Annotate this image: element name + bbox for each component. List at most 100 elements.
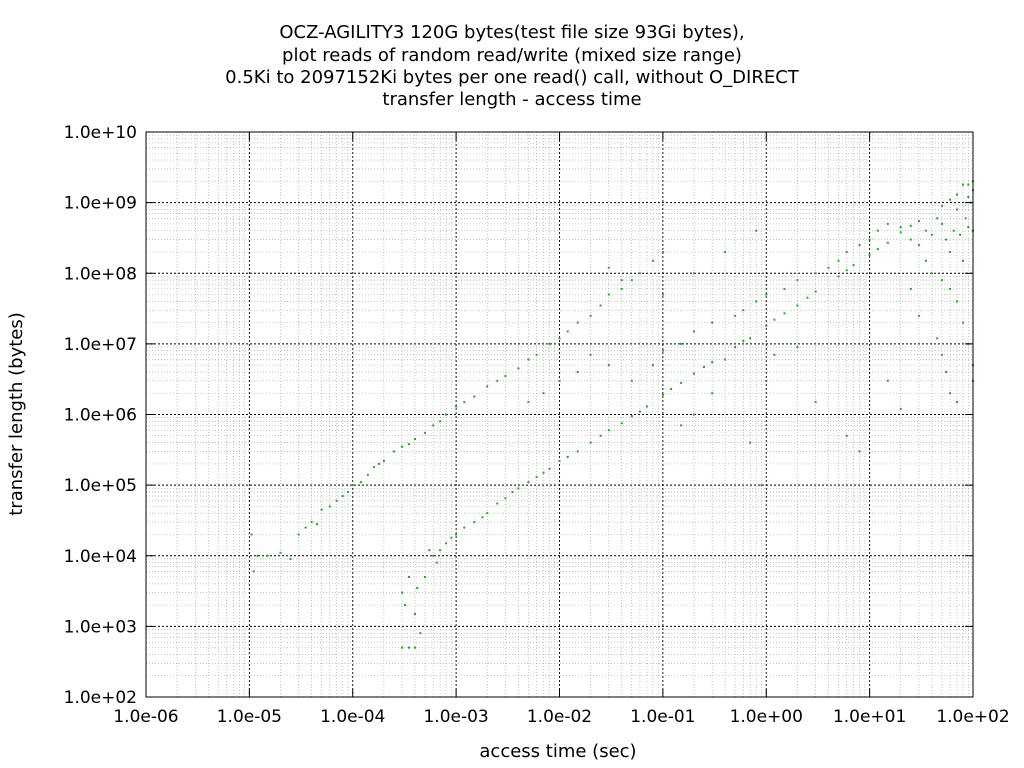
data-point bbox=[940, 204, 943, 207]
data-point bbox=[463, 526, 466, 529]
data-point bbox=[956, 208, 958, 211]
data-point bbox=[607, 429, 610, 432]
chart-title-line-2: plot reads of random read/write (mixed s… bbox=[282, 45, 742, 66]
data-point bbox=[967, 183, 970, 186]
data-point bbox=[899, 407, 902, 410]
data-point bbox=[936, 217, 939, 220]
data-point bbox=[845, 269, 848, 272]
data-point bbox=[630, 415, 633, 418]
data-point bbox=[765, 324, 768, 327]
x-tick-label: 1.0e+01 bbox=[833, 707, 906, 727]
data-point bbox=[566, 330, 569, 333]
data-point bbox=[661, 349, 664, 352]
data-point bbox=[661, 293, 664, 296]
data-point bbox=[760, 484, 763, 487]
data-point bbox=[607, 266, 610, 269]
data-point bbox=[548, 342, 551, 345]
data-point bbox=[845, 251, 848, 253]
data-point bbox=[250, 533, 253, 536]
data-point bbox=[455, 405, 458, 408]
data-point bbox=[328, 505, 331, 508]
data-point bbox=[408, 646, 410, 649]
data-point bbox=[620, 422, 623, 425]
data-point bbox=[949, 392, 952, 395]
data-point bbox=[359, 481, 362, 484]
data-point bbox=[432, 424, 435, 427]
x-tick-label: 1.0e-05 bbox=[217, 707, 282, 727]
data-point bbox=[837, 275, 840, 278]
data-point bbox=[876, 248, 879, 251]
data-point bbox=[450, 536, 453, 539]
data-point bbox=[504, 375, 507, 378]
data-point bbox=[527, 481, 530, 484]
data-point bbox=[917, 220, 920, 222]
data-point bbox=[868, 254, 871, 257]
x-tick-label: 1.0e-06 bbox=[113, 707, 178, 727]
data-point bbox=[289, 558, 292, 560]
data-point bbox=[711, 392, 714, 395]
data-point bbox=[347, 491, 349, 493]
data-point bbox=[956, 193, 958, 196]
data-point bbox=[949, 287, 952, 290]
data-point bbox=[445, 413, 448, 416]
data-point bbox=[424, 431, 426, 434]
data-point bbox=[401, 646, 404, 649]
data-point bbox=[680, 424, 683, 427]
data-point bbox=[599, 434, 602, 437]
data-point bbox=[335, 499, 338, 502]
data-point bbox=[589, 353, 592, 356]
data-point bbox=[742, 340, 745, 342]
data-point bbox=[558, 459, 561, 462]
data-point bbox=[576, 450, 579, 453]
data-point bbox=[372, 466, 375, 469]
data-point bbox=[408, 576, 410, 578]
y-tick-label: 1.0e+09 bbox=[64, 194, 137, 214]
data-point bbox=[909, 224, 912, 227]
data-point bbox=[814, 272, 817, 275]
data-point bbox=[724, 251, 727, 253]
data-point bbox=[773, 318, 776, 321]
data-point bbox=[535, 476, 538, 479]
data-point bbox=[620, 287, 623, 290]
data-point bbox=[680, 381, 683, 384]
y-tick-label: 1.0e+02 bbox=[64, 688, 137, 708]
data-point bbox=[693, 272, 695, 275]
data-point bbox=[964, 217, 967, 220]
data-point bbox=[899, 226, 902, 229]
data-point bbox=[463, 401, 466, 404]
data-point bbox=[607, 364, 610, 367]
data-point bbox=[899, 231, 902, 234]
data-point bbox=[589, 314, 592, 317]
data-point bbox=[868, 238, 871, 241]
data-point bbox=[962, 259, 964, 262]
data-point bbox=[266, 554, 269, 557]
data-point bbox=[886, 379, 889, 382]
data-point bbox=[638, 410, 641, 413]
data-point bbox=[496, 502, 499, 505]
data-point bbox=[599, 304, 602, 307]
data-point bbox=[773, 353, 776, 356]
data-point bbox=[945, 238, 948, 241]
data-point bbox=[936, 337, 939, 340]
chart-title-line-4: transfer length - access time bbox=[382, 89, 641, 110]
data-point bbox=[419, 632, 422, 635]
data-point bbox=[439, 420, 442, 423]
x-axis-ticks: 1.0e-06 1.0e-05 1.0e-04 1.0e-03 1.0e-02 1.0e-… bbox=[113, 132, 1010, 727]
y-axis-ticks: 1.0e+02 1.0e+03 1.0e+04 1.0e+05 1.0e+06 1.0e+… bbox=[64, 123, 973, 708]
data-point bbox=[432, 554, 435, 557]
data-point bbox=[670, 388, 673, 390]
data-point bbox=[252, 570, 255, 573]
data-point bbox=[320, 508, 323, 511]
data-point bbox=[504, 497, 507, 500]
chart-title-line-3: 0.5Ki to 2097152Ki bytes per one read() … bbox=[225, 67, 800, 88]
data-point bbox=[401, 445, 404, 448]
data-point bbox=[930, 233, 933, 236]
data-point bbox=[827, 266, 830, 269]
data-point bbox=[661, 393, 664, 396]
data-point bbox=[680, 342, 683, 345]
data-point bbox=[886, 241, 889, 244]
data-point bbox=[796, 304, 799, 307]
data-point bbox=[711, 321, 714, 324]
data-point bbox=[917, 314, 920, 317]
data-point bbox=[783, 312, 786, 315]
